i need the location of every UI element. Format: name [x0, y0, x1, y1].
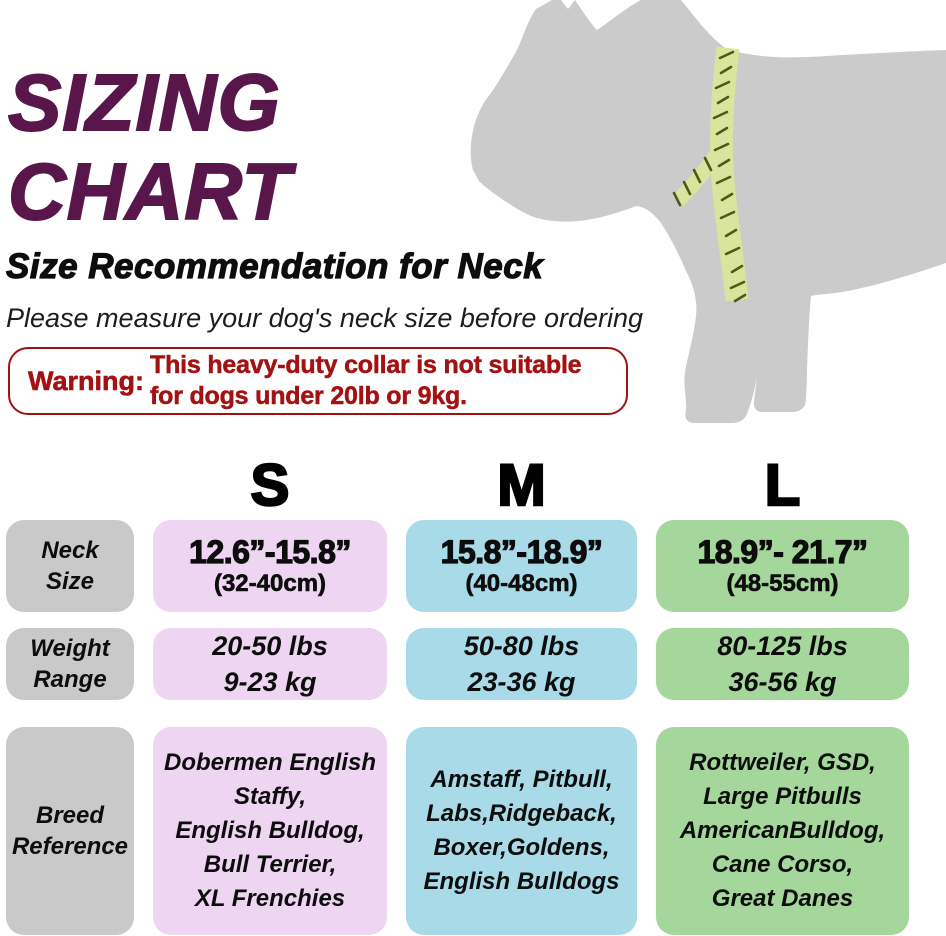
breed-reference-l-cell: Rottweiler, GSD, Large Pitbulls American… — [656, 727, 909, 935]
breed-reference-row-label-cell: Breed Reference — [6, 727, 134, 935]
warning-text: This heavy-duty collar is not suitable f… — [150, 351, 582, 411]
row-label: Neck Size — [41, 537, 99, 595]
neck-size-s-cm: (32-40cm) — [213, 570, 327, 598]
warning-box: Warning: This heavy-duty collar is not s… — [8, 347, 628, 415]
weight-range-l-value: 80-125 lbs 36-56 kg — [717, 631, 848, 697]
neck-size-row-label-cell: Neck Size — [6, 520, 134, 612]
neck-size-m-cell: 15.8”-18.9” (40-48cm) — [406, 520, 637, 612]
measuring-tape — [672, 46, 749, 303]
breed-reference-m-cell: Amstaff, Pitbull, Labs,Ridgeback, Boxer,… — [406, 727, 637, 935]
weight-range-s-value: 20-50 lbs 9-23 kg — [212, 631, 328, 697]
breed-reference-m-value: Amstaff, Pitbull, Labs,Ridgeback, Boxer,… — [423, 766, 620, 895]
size-header-m: M — [496, 452, 547, 520]
row-label: Weight Range — [30, 635, 110, 693]
weight-range-s-cell: 20-50 lbs 9-23 kg — [153, 628, 387, 700]
french-bulldog-silhouette — [470, 0, 946, 423]
row-label: Breed Reference — [11, 802, 129, 860]
weight-range-m-value: 50-80 lbs 23-36 kg — [463, 631, 580, 697]
neck-size-l-cell: 18.9”- 21.7” (48-55cm) — [656, 520, 909, 612]
header-spacer — [6, 452, 134, 519]
neck-size-s-inches: 12.6”-15.8” — [189, 533, 352, 570]
breed-reference-s-cell: Dobermen English Staffy, English Bulldog… — [153, 727, 387, 935]
dog-illustration — [470, 0, 946, 423]
measure-note: Please measure your dog's neck size befo… — [6, 303, 644, 333]
neck-size-l-cm: (48-55cm) — [726, 570, 839, 598]
weight-range-l-cell: 80-125 lbs 36-56 kg — [656, 628, 909, 700]
neck-size-m-inches: 15.8”-18.9” — [440, 533, 603, 570]
size-header-l: L — [764, 452, 802, 520]
breed-reference-s-value: Dobermen English Staffy, English Bulldog… — [163, 749, 377, 912]
neck-size-l-inches: 18.9”- 21.7” — [697, 533, 869, 570]
weight-range-row: Weight Range 20-50 lbs 9-23 kg 50-80 lbs… — [6, 628, 909, 700]
size-header-s: S — [249, 452, 290, 520]
neck-size-s-cell: 12.6”-15.8” (32-40cm) — [153, 520, 387, 612]
page-subtitle: Size Recommendation for Neck — [5, 246, 544, 286]
breed-reference-row: Breed Reference Dobermen English Staffy,… — [6, 727, 909, 935]
weight-range-m-cell: 50-80 lbs 23-36 kg — [406, 628, 637, 700]
warning-label: Warning: — [28, 365, 145, 396]
neck-size-m-cm: (40-48cm) — [465, 570, 578, 598]
tape-tick-marks — [672, 50, 747, 303]
weight-range-row-label-cell: Weight Range — [6, 628, 134, 700]
neck-size-row: Neck Size 12.6”-15.8” (32-40cm) 15.8”-18… — [6, 520, 909, 612]
size-header-row: S M L — [6, 452, 908, 520]
page-title: SIZING CHART — [7, 57, 292, 237]
breed-reference-l-value: Rottweiler, GSD, Large Pitbulls American… — [679, 749, 886, 912]
